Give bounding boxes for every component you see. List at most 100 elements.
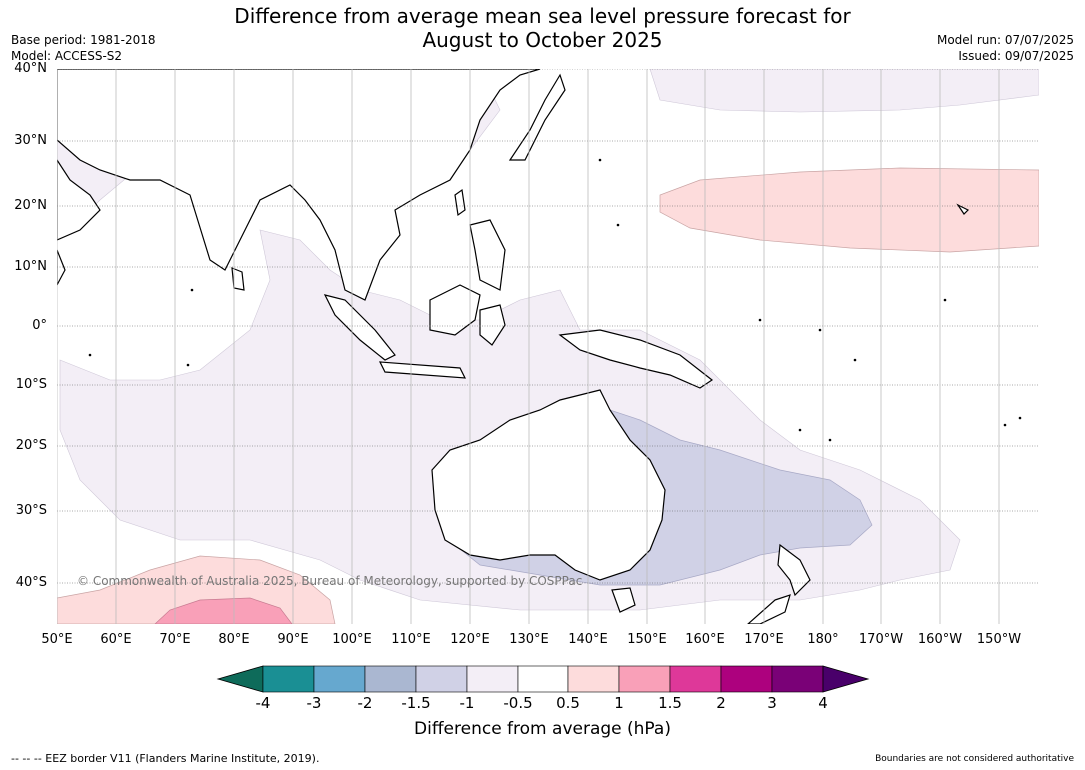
latitude-label: 20°S bbox=[15, 438, 47, 453]
coastline-sri-lanka bbox=[231, 267, 245, 291]
colorbar-label: -4 bbox=[255, 694, 271, 712]
island-dot bbox=[186, 363, 190, 367]
colorbar-label: 3 bbox=[767, 694, 777, 712]
longitude-label: 170°E bbox=[744, 632, 784, 647]
coastline-borneo bbox=[429, 284, 481, 336]
coastlines bbox=[57, 69, 970, 624]
coastline-hawaii bbox=[956, 203, 970, 215]
colorbar-label: -1 bbox=[459, 694, 475, 712]
coastline-africa-horn bbox=[57, 249, 66, 286]
island-dots bbox=[88, 158, 1022, 442]
latitude-label: 10°N bbox=[14, 259, 47, 274]
model-name: Model: ACCESS-S2 bbox=[11, 49, 123, 63]
longitude-label: 100°E bbox=[332, 632, 372, 647]
island-dot bbox=[616, 223, 620, 227]
colorbar-high-extend bbox=[822, 665, 870, 693]
meta-left: Base period: 1981-2018 Model: ACCESS-S2 bbox=[11, 32, 156, 64]
colorbar bbox=[216, 665, 870, 693]
colorbar-label: 4 bbox=[818, 694, 828, 712]
map-area bbox=[57, 69, 1039, 624]
coastline-sulawesi bbox=[479, 304, 506, 346]
colorbar-swatch bbox=[669, 665, 722, 693]
map-title-line1: Difference from average mean sea level p… bbox=[234, 4, 851, 28]
coastline-philippines bbox=[469, 219, 506, 291]
island-dot bbox=[190, 288, 194, 292]
island-dot bbox=[758, 318, 762, 322]
longitude-label: 150°E bbox=[627, 632, 667, 647]
longitude-label: 110°E bbox=[391, 632, 431, 647]
colorbar-swatch bbox=[364, 665, 417, 693]
map-title-line2: August to October 2025 bbox=[422, 28, 663, 52]
coastline-arabia bbox=[57, 158, 101, 241]
colorbar-swatch bbox=[618, 665, 671, 693]
colorbar-label: 0.5 bbox=[556, 694, 580, 712]
island-dot bbox=[1003, 423, 1007, 427]
base-period: Base period: 1981-2018 bbox=[11, 33, 156, 47]
colorbar-label: -0.5 bbox=[503, 694, 533, 712]
longitude-label: 140°E bbox=[568, 632, 608, 647]
longitude-label: 50°E bbox=[41, 632, 73, 647]
model-run: Model run: 07/07/2025 bbox=[936, 33, 1074, 47]
colorbar-swatch bbox=[567, 665, 620, 693]
boundaries-disclaimer: Boundaries are not considered authoritat… bbox=[875, 754, 1074, 764]
gridlines bbox=[57, 69, 1039, 624]
issued-date: Issued: 09/07/2025 bbox=[958, 49, 1074, 63]
longitude-label: 90°E bbox=[277, 632, 309, 647]
coastline-java bbox=[378, 361, 467, 379]
colorbar-swatch bbox=[517, 665, 569, 693]
longitude-label: 160°E bbox=[685, 632, 725, 647]
colorbar-swatch bbox=[466, 665, 519, 693]
colorbar-swatch bbox=[415, 665, 468, 693]
longitude-label: 130°E bbox=[509, 632, 549, 647]
island-dot bbox=[598, 158, 602, 162]
colorbar-label: -1.5 bbox=[401, 694, 431, 712]
colorbar-swatch bbox=[771, 665, 824, 693]
meta-right: Model run: 07/07/2025 Issued: 09/07/2025 bbox=[937, 32, 1074, 64]
latitude-label: 10°S bbox=[15, 377, 47, 392]
anomaly-region-pink-north-pacific bbox=[659, 167, 1039, 253]
colorbar-swatch bbox=[313, 665, 366, 693]
longitude-label: 60°E bbox=[100, 632, 132, 647]
island-dot bbox=[1018, 416, 1022, 420]
island-dot bbox=[943, 298, 947, 302]
island-dot bbox=[853, 358, 857, 362]
island-dot bbox=[798, 428, 802, 432]
latitude-label: 0° bbox=[32, 318, 47, 333]
coastline-tasmania bbox=[611, 587, 636, 613]
colorbar-label: -3 bbox=[306, 694, 322, 712]
colorbar-label: 2 bbox=[716, 694, 726, 712]
colorbar-label: 1.5 bbox=[658, 694, 682, 712]
longitude-label: 160°W bbox=[917, 632, 963, 647]
anomaly-region-rose-south-indian bbox=[154, 597, 293, 624]
longitude-label: 170°W bbox=[858, 632, 904, 647]
colorbar-swatch bbox=[262, 665, 315, 693]
longitude-label: 150°W bbox=[976, 632, 1022, 647]
colorbar-swatch bbox=[720, 665, 773, 693]
coastline-new-guinea bbox=[558, 329, 714, 389]
coastline-taiwan bbox=[454, 188, 466, 217]
coastline-sumatra bbox=[323, 294, 396, 361]
colorbar-low-extend bbox=[216, 665, 264, 693]
latitude-label: 30°S bbox=[15, 503, 47, 518]
latitude-label: 40°N bbox=[14, 61, 47, 76]
coastline-australia bbox=[431, 389, 666, 581]
colorbar-label: -2 bbox=[357, 694, 373, 712]
latitude-label: 40°S bbox=[15, 575, 47, 590]
longitude-label: 120°E bbox=[450, 632, 490, 647]
coastline-new-zealand bbox=[747, 543, 811, 624]
longitude-label: 180° bbox=[807, 632, 839, 647]
coastline-japan bbox=[508, 73, 566, 161]
copyright-notice: © Commonwealth of Australia 2025, Bureau… bbox=[77, 574, 583, 588]
longitude-label: 80°E bbox=[218, 632, 250, 647]
anomaly-region-light-purple-north-pacific bbox=[649, 69, 1039, 113]
colorbar-title: Difference from average (hPa) bbox=[414, 719, 671, 739]
eez-legend: -- -- -- EEZ border V11 (Flanders Marine… bbox=[11, 752, 320, 765]
map-title: Difference from average mean sea level p… bbox=[0, 4, 1085, 52]
latitude-label: 20°N bbox=[14, 198, 47, 213]
latitude-label: 30°N bbox=[14, 133, 47, 148]
colorbar-label: 1 bbox=[614, 694, 624, 712]
island-dot bbox=[828, 438, 832, 442]
longitude-label: 70°E bbox=[159, 632, 191, 647]
island-dot bbox=[88, 353, 92, 357]
